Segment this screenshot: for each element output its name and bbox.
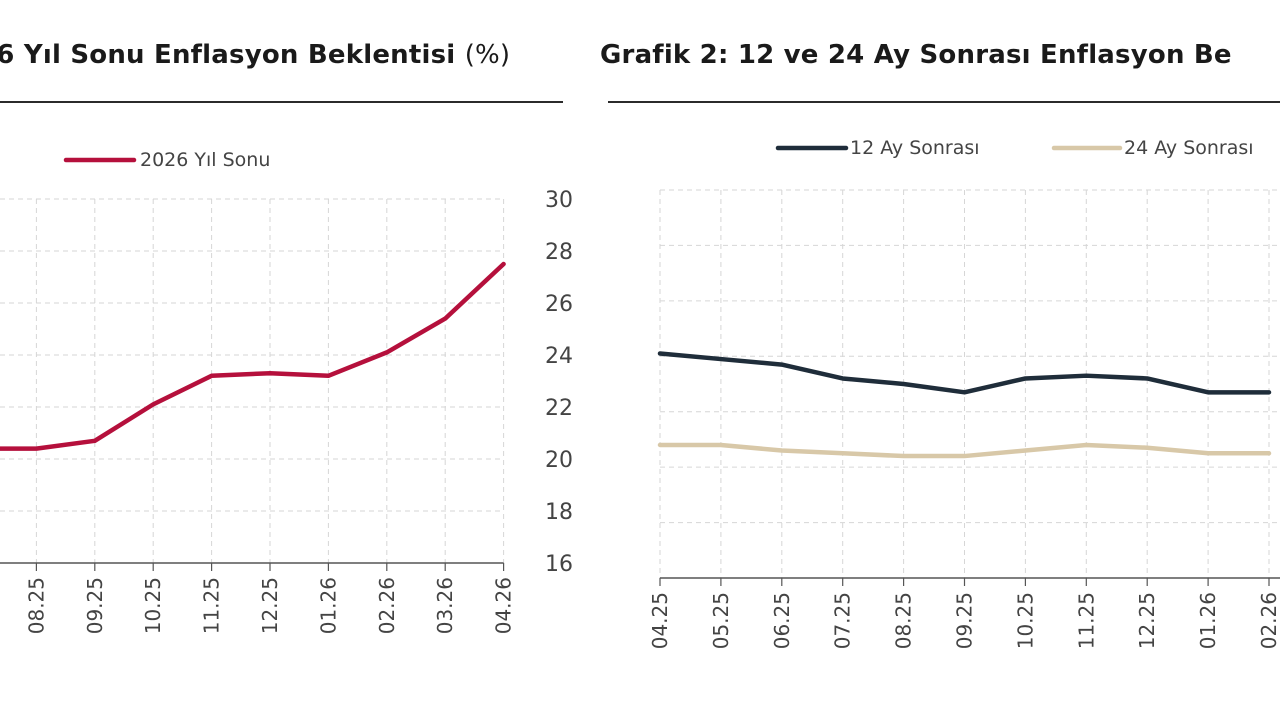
x-tick-label: 02.26	[375, 577, 399, 634]
x-tick-label: 01.26	[316, 577, 340, 634]
x-tick-label: 12.25	[1135, 592, 1159, 649]
x-tick-label: 05.25	[709, 592, 733, 649]
x-tick-label: 03.26	[433, 577, 457, 634]
y-tick-label: 22	[545, 396, 573, 421]
y-tick-label: 20	[545, 448, 573, 473]
x-tick-label: 02.26	[1257, 592, 1280, 649]
x-tick-label: 11.25	[200, 577, 224, 634]
x-tick-label: 08.25	[892, 592, 916, 649]
x-tick-label: 11.25	[1074, 592, 1098, 649]
y-tick-label: 26	[545, 292, 573, 317]
legend-label: 24 Ay Sonrası	[1124, 137, 1254, 159]
y-tick-label: 28	[545, 240, 573, 265]
y-tick-label: 30	[545, 188, 573, 213]
chart-title-left: 26 Yıl Sonu Enflasyon Beklentisi (%)	[0, 40, 510, 70]
x-tick-label: 04.25	[648, 592, 672, 649]
series-line-24-ay-sonrasi	[657, 442, 1272, 459]
title-unit: (%)	[464, 40, 511, 70]
legend-label: 2026 Yıl Sonu	[140, 149, 270, 171]
legend-label: 12 Ay Sonrası	[850, 137, 980, 159]
y-tick-label: 24	[545, 344, 573, 369]
x-tick-label: 06.25	[770, 592, 794, 649]
x-tick-label: 01.26	[1196, 592, 1220, 649]
title-rule-right	[608, 101, 1280, 103]
x-tick-label: 10.25	[1013, 592, 1037, 649]
x-tick-label: 09.25	[953, 592, 977, 649]
x-tick-label: 08.25	[24, 577, 48, 634]
y-tick-label: 18	[545, 500, 573, 525]
x-tick-label: 10.25	[141, 577, 165, 634]
title-rule-left	[0, 101, 563, 103]
x-tick-label: 12.25	[258, 577, 282, 634]
series-line-12-ay-sonrasi	[657, 351, 1272, 395]
title-text: 26 Yıl Sonu Enflasyon Beklentisi	[0, 40, 456, 70]
chart-title-right: Grafik 2: 12 ve 24 Ay Sonrası Enflasyon …	[600, 40, 1232, 70]
x-tick-label: 09.25	[83, 577, 107, 634]
series-line-2026-yil-sonu	[0, 261, 506, 451]
x-tick-label: 04.26	[492, 577, 516, 634]
y-tick-label: 16	[545, 552, 573, 577]
x-tick-label: 07.25	[831, 592, 855, 649]
